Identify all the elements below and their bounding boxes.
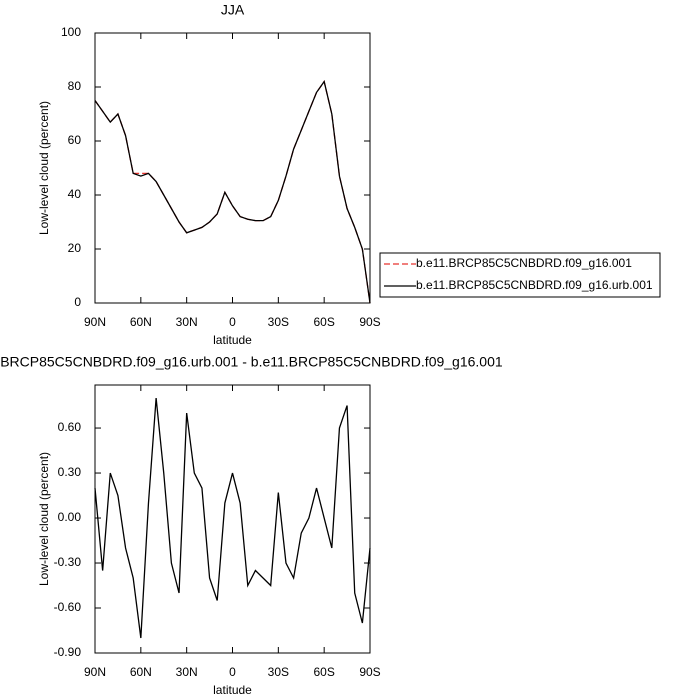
y-tick-label: 0.00 <box>58 510 82 524</box>
legend-box <box>379 252 661 298</box>
x-tick-label: 60S <box>313 315 334 329</box>
plot-frame <box>94 384 371 654</box>
y-axis-label: Low-level cloud (percent) <box>37 101 51 235</box>
y-tick-label: -0.90 <box>54 645 82 659</box>
x-tick-label: 0 <box>229 665 236 679</box>
y-tick-label: -0.30 <box>54 555 82 569</box>
y-axis-label: Low-level cloud (percent) <box>37 452 51 586</box>
x-tick-label: 30N <box>176 315 198 329</box>
x-tick-label: 60N <box>130 665 152 679</box>
y-tick-label: 0 <box>74 295 81 309</box>
y-tick-label: -0.60 <box>54 600 82 614</box>
y-tick-label: 80 <box>68 79 82 93</box>
x-tick-label: 90N <box>84 665 106 679</box>
y-tick-label: 0.30 <box>58 465 82 479</box>
x-tick-label: 30N <box>176 665 198 679</box>
data-line <box>94 80 371 304</box>
chart-title: b.e11.BRCP85C5CNBDRD.f09_g16.urb.001 - b… <box>0 354 503 370</box>
data-line <box>94 397 371 639</box>
y-tick-label: 0.60 <box>58 420 82 434</box>
x-tick-label: 90S <box>359 315 380 329</box>
x-axis-label: latitude <box>213 683 252 697</box>
x-tick-label: 60S <box>313 665 334 679</box>
x-tick-label: 90S <box>359 665 380 679</box>
x-tick-label: 90N <box>84 315 106 329</box>
legend: b.e11.BRCP85C5CNBDRD.f09_g16.001 b.e11.BR… <box>379 252 661 298</box>
chart-title: JJA <box>221 2 245 18</box>
y-tick-label: 20 <box>68 241 82 255</box>
y-tick-label: 100 <box>61 25 81 39</box>
legend-label: b.e11.BRCP85C5CNBDRD.f09_g16.urb.001 <box>416 278 653 292</box>
x-tick-label: 30S <box>268 665 289 679</box>
x-tick-label: 30S <box>268 315 289 329</box>
y-tick-label: 60 <box>68 133 82 147</box>
x-tick-label: 60N <box>130 315 152 329</box>
data-line <box>94 80 371 304</box>
x-axis-label: latitude <box>213 333 252 347</box>
x-tick-label: 0 <box>229 315 236 329</box>
y-tick-label: 40 <box>68 187 82 201</box>
plot-frame <box>94 32 371 304</box>
legend-label: b.e11.BRCP85C5CNBDRD.f09_g16.001 <box>416 256 632 270</box>
